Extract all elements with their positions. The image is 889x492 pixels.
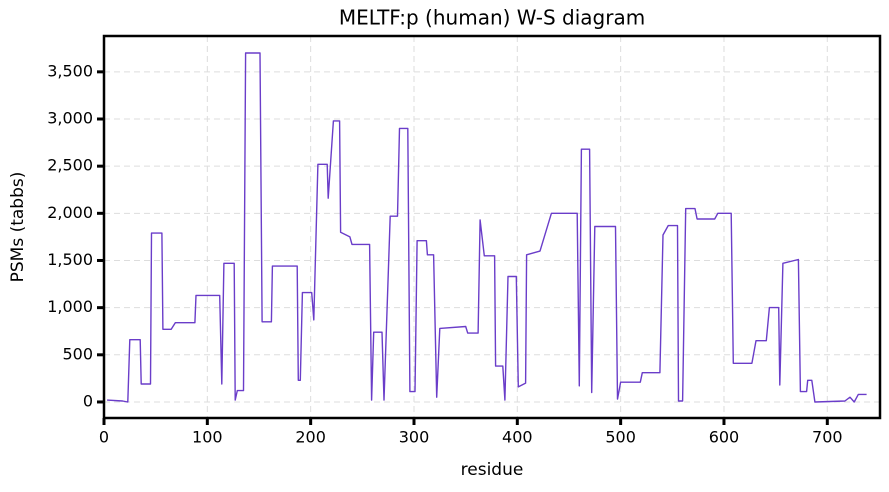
x-tick-label: 700 [812, 428, 843, 447]
x-tick-label: 100 [192, 428, 223, 447]
chart-title: MELTF:p (human) W-S diagram [339, 6, 645, 30]
y-tick-label: 2,500 [47, 156, 93, 175]
y-tick-label: 3,500 [47, 61, 93, 80]
x-tick-label: 400 [502, 428, 533, 447]
x-tick-label: 500 [605, 428, 636, 447]
x-axis-label: residue [461, 460, 524, 480]
x-tick-label: 0 [99, 428, 109, 447]
data-line [107, 52, 867, 403]
y-tick-label: 0 [83, 391, 93, 410]
y-tick-label: 1,500 [47, 250, 93, 269]
y-tick-label: 1,000 [47, 297, 93, 316]
y-tick-label: 500 [62, 344, 93, 363]
y-tick-label: 2,000 [47, 203, 93, 222]
y-tick-label: 3,000 [47, 109, 93, 128]
plot-frame [102, 34, 882, 420]
x-tick-label: 300 [399, 428, 430, 447]
y-axis-label: PSMs (tabbs) [8, 172, 28, 283]
x-tick-label: 200 [295, 428, 326, 447]
x-tick-label: 600 [709, 428, 740, 447]
